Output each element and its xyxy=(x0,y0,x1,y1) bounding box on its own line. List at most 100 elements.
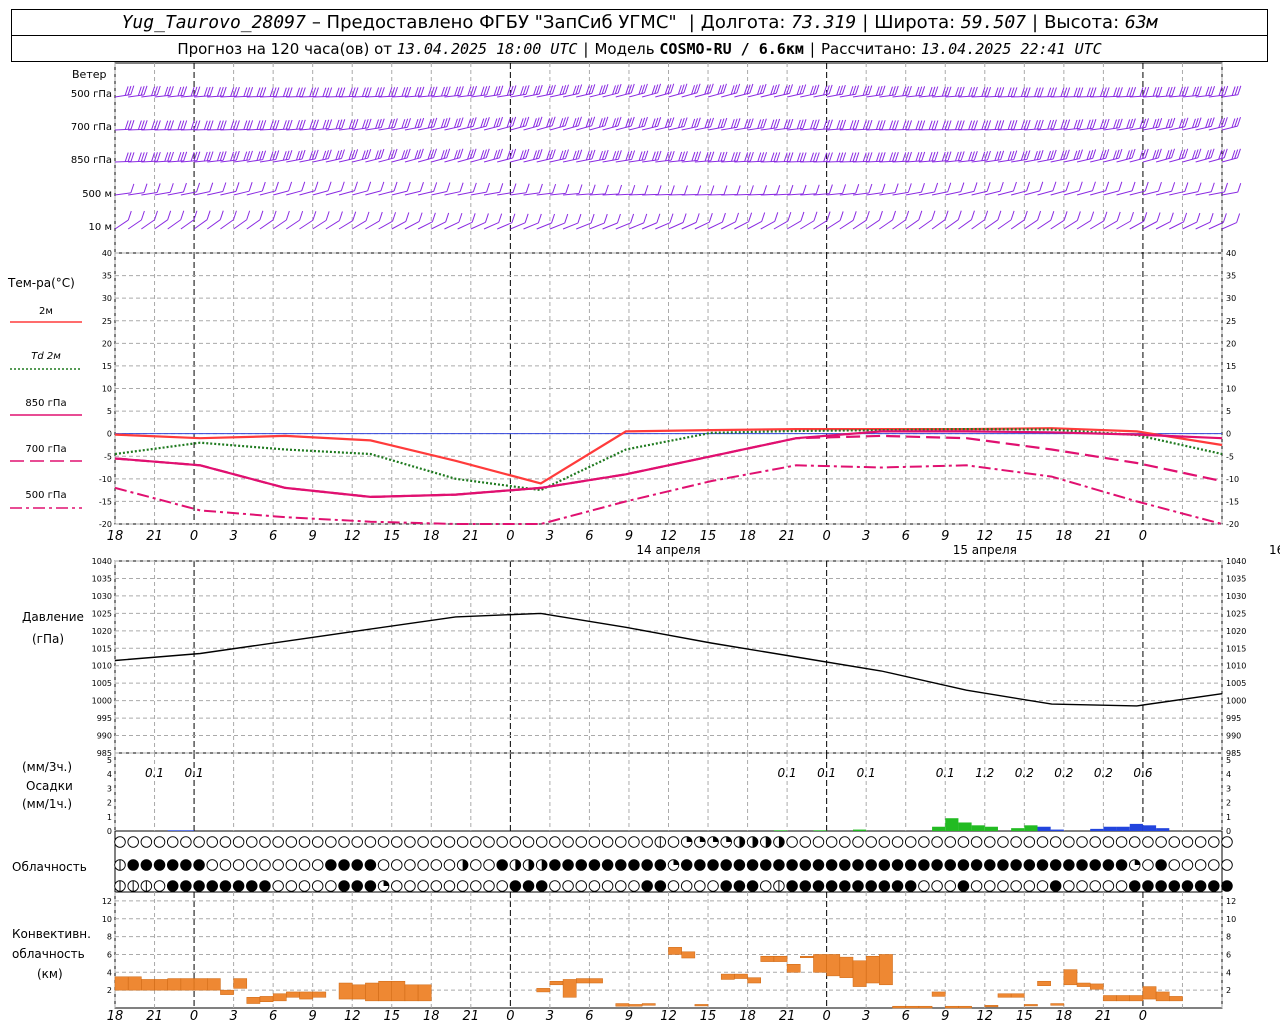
temp-tick-label: 10 xyxy=(1226,385,1236,394)
wind-barb-feather xyxy=(484,213,489,223)
cloud-cover-symbol xyxy=(1076,859,1088,871)
temp-axis-hour-label: 15 xyxy=(383,529,400,544)
conv-cloud-bar xyxy=(233,978,248,989)
cloud-cover-symbol xyxy=(601,836,614,848)
wind-barb-feather xyxy=(230,120,235,130)
wind-barb-feather xyxy=(183,86,188,96)
conv-tick-label: 2 xyxy=(1226,986,1231,995)
wind-barb xyxy=(865,219,880,230)
cloud-cover-symbol xyxy=(404,836,416,848)
wind-barb-feather xyxy=(1144,181,1149,192)
cloud-cover-symbol xyxy=(878,836,891,848)
wind-barb xyxy=(536,222,552,230)
cloud-cover-symbol xyxy=(726,836,732,842)
wind-barb-feather xyxy=(433,86,438,96)
conv-axis-hour-label: 12 xyxy=(977,1009,994,1024)
cloud-cover-symbol xyxy=(1194,859,1207,871)
cloud-cover-symbol xyxy=(338,880,350,892)
wind-barb xyxy=(813,220,828,230)
wind-barb-feather xyxy=(532,118,537,128)
wind-barb-feather xyxy=(433,182,438,192)
cloud-cover-symbol xyxy=(892,859,903,871)
wind-barbs xyxy=(114,83,1242,230)
wind-barb xyxy=(180,219,195,230)
wind-barb-feather xyxy=(209,86,214,96)
wind-barb xyxy=(944,219,959,230)
wind-barb-feather xyxy=(973,151,978,161)
conv-cloud-bar xyxy=(193,978,208,991)
cloud-cover-symbol xyxy=(1115,880,1128,892)
wind-barb-feather xyxy=(987,120,992,130)
wind-barb-feather xyxy=(262,150,267,160)
wind-barb-feather xyxy=(1155,118,1160,128)
wind-barb xyxy=(760,193,777,196)
wind-barb-feather xyxy=(1158,86,1163,97)
wind-barb-feather xyxy=(1010,87,1015,97)
wind-barb xyxy=(918,191,935,196)
wind-barb-feather xyxy=(361,119,366,129)
wind-barb-feather xyxy=(656,213,661,223)
wind-barb-feather xyxy=(1236,213,1241,223)
wind-barb xyxy=(997,190,1014,196)
wind-barb-feather xyxy=(453,118,458,128)
wind-barb-feather xyxy=(994,151,999,161)
cloud-cover-symbol xyxy=(1010,859,1022,871)
wind-barb-feather xyxy=(341,87,346,97)
wind-barb-feather xyxy=(430,118,435,128)
wind-barb-feather xyxy=(469,117,474,128)
wind-barb-feather xyxy=(407,118,411,128)
wind-barb-feather xyxy=(823,152,828,162)
wind-barb-feather xyxy=(1207,117,1212,128)
temp-axis-hour-label: 0 xyxy=(1139,529,1147,544)
conv-cloud-bar xyxy=(1169,996,1183,1002)
conv-cloud-bar xyxy=(1129,995,1144,1002)
wind-barb-feather xyxy=(572,118,577,128)
cloud-cover-symbol xyxy=(377,859,390,871)
temp-tick-label: -20 xyxy=(99,520,112,529)
wind-barb-feather xyxy=(1091,181,1096,191)
wind-barb-feather xyxy=(1000,87,1005,97)
wind-barb-feather xyxy=(746,118,751,129)
wind-barb-feather xyxy=(431,212,436,222)
conv-cloud-bar xyxy=(681,951,696,959)
pressure-tick-label: 1035 xyxy=(1226,574,1246,583)
wind-barb-feather xyxy=(693,84,698,94)
conv-axis-hour-label: 0 xyxy=(506,1009,514,1024)
wind-barb-feather xyxy=(842,152,847,162)
wind-barb xyxy=(562,222,579,230)
wind-barb xyxy=(892,191,909,196)
wind-barb xyxy=(154,219,168,230)
cloud-cover-symbol xyxy=(760,859,772,871)
wind-barb-feather xyxy=(865,152,870,162)
precip-bar xyxy=(1116,826,1130,831)
wind-barb-feather xyxy=(815,84,820,94)
wind-barb xyxy=(299,219,314,230)
wind-barb-feather xyxy=(467,86,472,96)
wind-barb-feather xyxy=(351,87,356,97)
cloud-cover-symbol xyxy=(1182,880,1193,892)
wind-barb xyxy=(1037,190,1054,196)
wind-barb-feather xyxy=(1007,120,1012,130)
model-name: COSMO-RU / 6.6км xyxy=(659,39,804,58)
temp-axis-hour-label: 6 xyxy=(585,529,593,544)
wind-barb-feather xyxy=(414,150,419,160)
conv-cloud-bar xyxy=(1155,991,1170,1002)
wind-barb-feather xyxy=(296,87,301,97)
cloud-cover-symbol xyxy=(153,880,166,892)
wind-barb-feather xyxy=(604,84,609,94)
wind-barb-feather xyxy=(459,182,464,192)
wind-barb-feather xyxy=(665,151,669,161)
wind-barb-feather xyxy=(947,120,952,130)
wind-barb-feather xyxy=(881,85,886,95)
wind-barb-feather xyxy=(1118,118,1123,128)
wind-barb-feather xyxy=(802,84,807,94)
wind-barb xyxy=(220,190,237,196)
wind-barb-feather xyxy=(730,85,735,95)
wind-barb-feather xyxy=(710,185,715,195)
wind-barb-feather xyxy=(905,152,910,162)
wind-barb-feather xyxy=(190,86,195,97)
wind-barb xyxy=(365,190,381,196)
cloud-cover-symbol xyxy=(232,859,245,871)
wind-barb-feather xyxy=(987,150,991,161)
wind-barb-feather xyxy=(918,120,923,130)
